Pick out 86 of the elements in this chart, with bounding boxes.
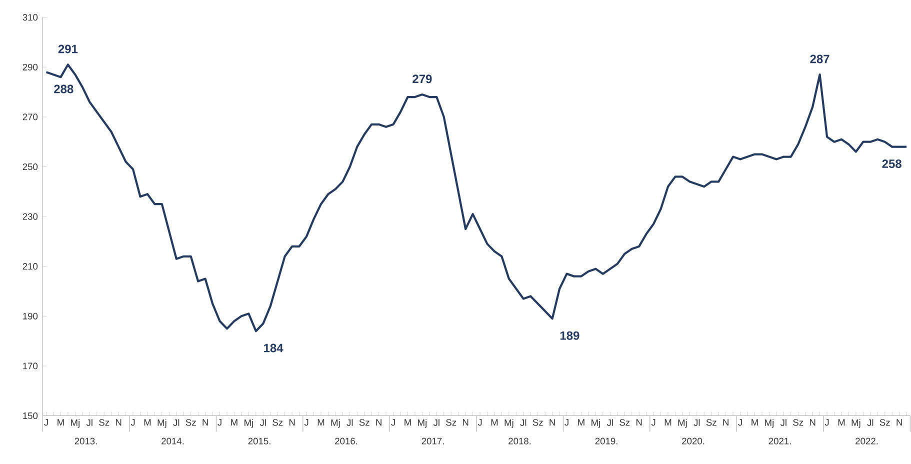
- data-label: 279: [412, 74, 432, 84]
- x-tick-label: M: [664, 419, 672, 426]
- y-tick-label: 150: [23, 412, 38, 420]
- x-tick-label: M: [838, 419, 845, 426]
- x-tick-label: Sz: [272, 419, 283, 426]
- x-tick-label: Jl: [780, 419, 786, 426]
- y-tick-label: 190: [23, 312, 38, 320]
- text: 2018.: [508, 438, 531, 445]
- x-tick-label: J: [564, 419, 568, 426]
- y-tick-label: 290: [22, 64, 38, 71]
- x-tick-label: Sz: [446, 419, 456, 426]
- y-tick-label: 310: [22, 14, 38, 21]
- x-tick-label: M: [491, 419, 498, 426]
- x-tick-label: Mj: [765, 419, 774, 428]
- x-tick-label: M: [231, 419, 238, 426]
- x-tick-label: Mj: [331, 419, 340, 428]
- x-tick-label: M: [58, 419, 64, 426]
- x-tick-label: J: [478, 419, 482, 426]
- x-tick-label: Jl: [433, 419, 440, 426]
- text: 2022.: [856, 438, 878, 445]
- x-tick-label: Sz: [532, 419, 543, 426]
- x-tick-label: Mj: [678, 419, 687, 428]
- y-tick-label: 210: [22, 263, 38, 270]
- text: 2017.: [422, 438, 444, 445]
- x-tick-label: Jl: [346, 419, 353, 426]
- x-tick-label: Sz: [620, 419, 630, 426]
- text: 2019.: [595, 438, 618, 445]
- x-tick-label: Mj: [418, 419, 426, 428]
- text: 2015.: [248, 438, 270, 445]
- x-tick-label: Jl: [260, 419, 266, 426]
- x-tick-label: J: [304, 419, 308, 426]
- x-tick-label: Mj: [852, 419, 860, 428]
- x-tick-label: N: [289, 419, 295, 426]
- x-tick-label: M: [404, 419, 411, 426]
- x-tick-label: N: [202, 419, 208, 426]
- x-tick-label: Mj: [504, 419, 514, 428]
- x-tick-label: J: [738, 419, 742, 426]
- text: 2013.: [74, 438, 97, 445]
- x-tick-label: M: [578, 419, 584, 426]
- y-tick-label: 230: [22, 213, 38, 220]
- text: 2020.: [682, 438, 704, 445]
- y-tick-label: 270: [22, 114, 38, 120]
- text: 2016.: [335, 438, 358, 445]
- x-tick-label: Sz: [186, 419, 196, 426]
- x-tick-label: M: [318, 419, 324, 426]
- data-label: 287: [810, 54, 830, 64]
- text: 2014.: [162, 438, 184, 445]
- y-tick-label: 170: [23, 362, 38, 370]
- x-tick-label: Jl: [867, 419, 874, 426]
- data-label: 288: [54, 84, 74, 94]
- x-tick-label: N: [810, 419, 816, 426]
- x-tick-label: J: [391, 419, 395, 426]
- x-tick-label: Mj: [71, 419, 80, 428]
- x-tick-label: J: [651, 419, 656, 426]
- data-label: 258: [882, 160, 902, 168]
- x-tick-label: M: [752, 419, 758, 426]
- x-tick-label: N: [116, 419, 122, 426]
- data-label: 291: [58, 44, 78, 54]
- x-tick-label: N: [550, 419, 555, 426]
- x-tick-label: N: [723, 419, 728, 426]
- y-tick-label: 250: [22, 164, 38, 170]
- x-tick-label: J: [218, 419, 222, 426]
- x-tick-label: N: [636, 419, 642, 426]
- x-tick-label: Jl: [173, 419, 180, 426]
- x-tick-label: M: [144, 419, 151, 426]
- x-tick-label: Sz: [793, 419, 804, 426]
- x-tick-label: Jl: [606, 419, 613, 426]
- x-tick-label: N: [462, 419, 468, 426]
- x-tick-label: N: [896, 419, 902, 426]
- x-tick-label: Jl: [86, 419, 92, 426]
- x-tick-label: Mj: [158, 419, 166, 428]
- text: 2021.: [768, 438, 791, 445]
- data-label: 189: [560, 331, 580, 340]
- x-tick-label: J: [824, 419, 829, 426]
- data-label: 184: [264, 344, 284, 352]
- x-tick-label: J: [130, 419, 135, 426]
- x-tick-label: Jl: [520, 419, 526, 426]
- x-tick-label: Mj: [244, 419, 253, 428]
- x-tick-label: Sz: [706, 419, 716, 426]
- x-tick-label: Jl: [694, 419, 700, 426]
- x-tick-label: J: [44, 419, 48, 426]
- x-tick-label: N: [376, 419, 382, 426]
- x-tick-label: Mj: [592, 419, 600, 428]
- x-tick-label: Sz: [99, 419, 110, 426]
- x-tick-label: Sz: [880, 419, 890, 426]
- x-tick-label: Sz: [359, 419, 370, 426]
